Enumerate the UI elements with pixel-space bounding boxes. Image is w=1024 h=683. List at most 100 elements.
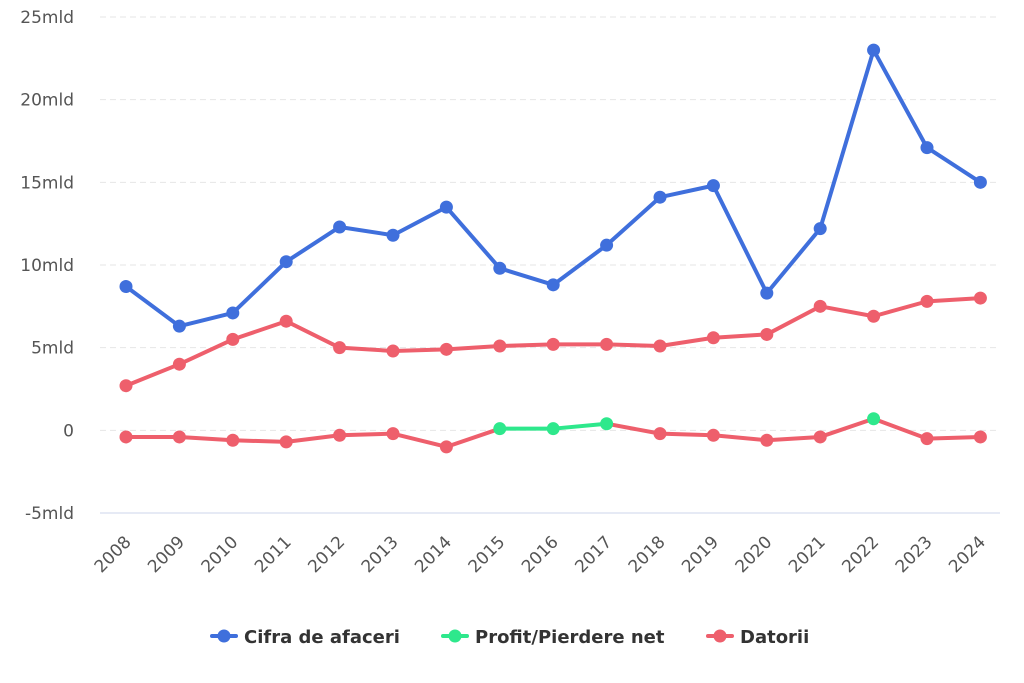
x-tick-label: 2009 [144, 532, 189, 577]
series-line-segment [284, 224, 342, 264]
y-axis-ticks: 25mld 20mld 15mld 10mld 5mld 0 -5mld [20, 8, 74, 524]
data-point[interactable] [653, 339, 667, 353]
legend-item[interactable]: Datorii [706, 627, 809, 648]
series-line-segment [871, 299, 929, 319]
series-line-segment [818, 416, 876, 439]
x-tick-label: 2016 [518, 532, 563, 577]
data-point[interactable] [493, 261, 507, 275]
data-point[interactable] [546, 278, 560, 292]
data-point[interactable] [119, 430, 133, 444]
data-point[interactable] [920, 141, 934, 155]
data-point[interactable] [546, 337, 560, 351]
data-point[interactable] [973, 291, 987, 305]
data-point[interactable] [600, 238, 614, 252]
data-point[interactable] [760, 327, 774, 341]
data-point[interactable] [760, 433, 774, 447]
legend-item[interactable]: Profit/Pierdere net [441, 627, 665, 648]
y-tick-label: 25mld [20, 8, 74, 28]
series-line-segment [177, 310, 235, 329]
data-point[interactable] [439, 200, 453, 214]
x-tick-label: 2010 [198, 532, 243, 577]
data-point[interactable] [119, 279, 133, 293]
legend-label: Profit/Pierdere net [475, 627, 665, 648]
series-line-segment [124, 284, 182, 329]
x-tick-label: 2023 [892, 532, 937, 577]
series-line-segment [444, 426, 502, 449]
y-tick-label: 10mld [20, 256, 74, 276]
legend[interactable]: Cifra de afaceri Profit/Pierdere net Dator… [210, 627, 809, 648]
series-line-segment [497, 342, 556, 349]
data-point[interactable] [172, 319, 186, 333]
series-line-segment [391, 347, 449, 353]
data-point[interactable] [279, 435, 293, 449]
data-point[interactable] [493, 339, 507, 353]
data-point[interactable] [867, 43, 881, 57]
data-point[interactable] [172, 357, 186, 371]
series-line-segment [444, 205, 502, 271]
data-point[interactable] [226, 433, 240, 447]
series-2 [119, 291, 987, 393]
series-line-segment [711, 183, 769, 296]
series-1 [119, 412, 987, 454]
x-tick-label: 2008 [91, 532, 136, 577]
x-tick-label: 2020 [732, 532, 777, 577]
data-point[interactable] [386, 344, 400, 358]
series-line-segment [711, 433, 769, 443]
data-point[interactable] [226, 332, 240, 346]
data-point[interactable] [439, 440, 453, 454]
series-line-segment [871, 48, 929, 150]
data-point[interactable] [493, 422, 507, 436]
series-line-segment [871, 416, 929, 441]
data-point[interactable] [439, 342, 453, 356]
legend-label: Datorii [740, 627, 809, 648]
data-point[interactable] [813, 222, 827, 236]
data-point[interactable] [867, 309, 881, 323]
series-line-segment [337, 431, 395, 438]
data-point[interactable] [600, 337, 614, 351]
series-line-segment [604, 421, 662, 436]
data-point[interactable] [333, 341, 347, 355]
data-point[interactable] [333, 220, 347, 234]
series-line-segment [925, 434, 983, 441]
series-line-segment [925, 145, 983, 185]
data-point[interactable] [867, 412, 881, 426]
series-line-segment [284, 433, 342, 444]
data-point[interactable] [600, 417, 614, 431]
data-point[interactable] [386, 228, 400, 242]
x-tick-label: 2015 [465, 532, 510, 577]
data-point[interactable] [706, 428, 720, 442]
data-point[interactable] [653, 190, 667, 204]
legend-item[interactable]: Cifra de afaceri [210, 627, 400, 648]
series-line-segment [551, 421, 609, 431]
x-tick-label: 2018 [625, 532, 670, 577]
data-point[interactable] [706, 179, 720, 193]
x-tick-label: 2013 [358, 532, 403, 577]
data-point[interactable] [813, 430, 827, 444]
data-point[interactable] [760, 286, 774, 300]
series-line-segment [604, 195, 662, 248]
y-tick-label: 5mld [31, 339, 74, 359]
data-point[interactable] [172, 430, 186, 444]
series-line-segment [284, 319, 342, 350]
x-tick-label: 2019 [678, 532, 723, 577]
x-tick-label: 2014 [411, 532, 456, 577]
data-point[interactable] [920, 432, 934, 446]
series-0 [119, 43, 987, 333]
data-point[interactable] [973, 430, 987, 444]
data-point[interactable] [706, 331, 720, 345]
data-point[interactable] [386, 427, 400, 441]
series-line-segment [604, 342, 662, 349]
series-line-segment [711, 332, 769, 340]
data-point[interactable] [226, 306, 240, 320]
data-point[interactable] [333, 428, 347, 442]
data-point[interactable] [920, 294, 934, 308]
y-tick-label: 0 [63, 421, 74, 441]
data-point[interactable] [653, 427, 667, 441]
data-point[interactable] [546, 422, 560, 436]
series-line-segment [818, 304, 876, 319]
data-point[interactable] [973, 175, 987, 189]
data-point[interactable] [279, 314, 293, 328]
data-point[interactable] [813, 299, 827, 313]
data-point[interactable] [119, 379, 133, 393]
data-point[interactable] [279, 255, 293, 269]
